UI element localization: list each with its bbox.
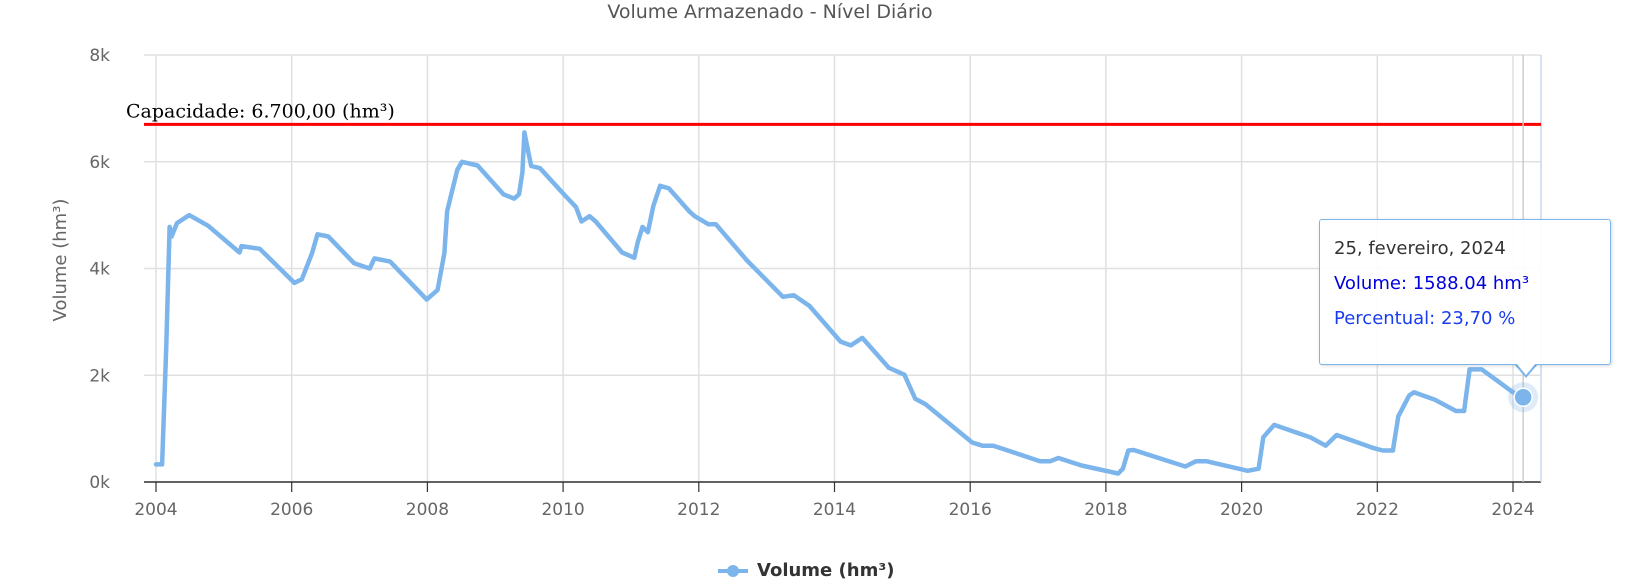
tooltip-volume: Volume: 1588.04 hm³ [1334,273,1530,294]
legend-label: Volume (hm³) [757,560,895,581]
tooltip-percentual: Percentual: 23,70 % [1334,308,1516,329]
x-tick-label: 2024 [1491,500,1534,520]
x-tick-label: 2012 [677,500,720,520]
tooltip-date: 25, fevereiro, 2024 [1334,238,1506,259]
y-tick-label: 4k [89,260,110,280]
y-axis-label: Volume (hm³) [50,199,71,322]
tooltip: 25, fevereiro, 2024 Volume: 1588.04 hm³ … [1319,219,1611,365]
y-tick-label: 8k [89,46,110,66]
x-tick-label: 2022 [1356,500,1399,520]
x-tick-label: 2008 [406,500,449,520]
capacity-label: Capacidade: 6.700,00 (hm³) [126,100,395,122]
x-tick-label: 2020 [1220,500,1263,520]
x-tick-label: 2018 [1084,500,1127,520]
legend-symbol-icon [718,564,748,577]
x-tick-label: 2016 [949,500,992,520]
y-tick-label: 0k [89,473,110,493]
x-tick-label: 2006 [270,500,313,520]
y-tick-label: 2k [89,366,110,386]
series-line-volume[interactable] [153,130,1526,476]
x-tick-label: 2004 [134,500,177,520]
x-axis-ticks: 2004 2006 2008 2010 2012 2014 2016 2018 2020 2022… [134,482,1535,520]
y-tick-label: 6k [89,153,110,173]
legend-item-volume[interactable]: Volume (hm³) [717,560,894,581]
y-axis-ticks: 0k 2k 4k 6k 8k [89,46,110,493]
tooltip-arrow-inner [1516,363,1536,375]
hover-point[interactable] [1513,387,1533,407]
x-tick-label: 2010 [541,500,584,520]
x-tick-label: 2014 [813,500,856,520]
grid [144,54,1542,483]
chart-title: Volume Armazenado - Nível Diário [607,1,932,23]
